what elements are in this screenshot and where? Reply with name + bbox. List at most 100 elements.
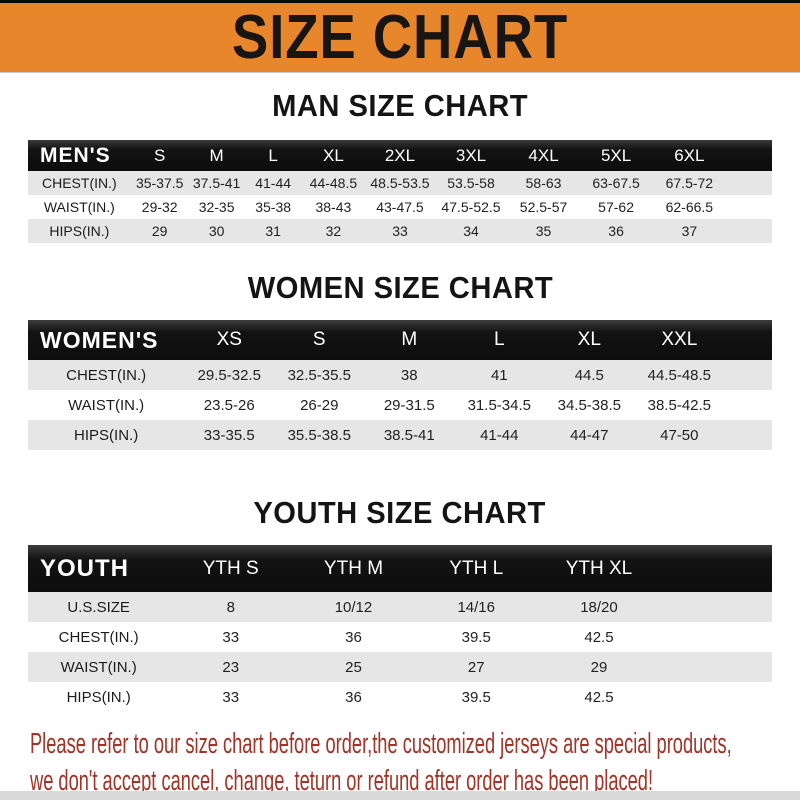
- col-header: YTH M: [292, 545, 415, 592]
- row-label: WAIST(IN.): [68, 396, 145, 414]
- size-value: 29: [151, 223, 168, 239]
- size-value: 62-66.5: [665, 199, 714, 215]
- table-row: WAIST(IN.) 23 25 27 29: [28, 652, 772, 682]
- size-value: 57-62: [598, 199, 634, 215]
- size-value-filler: [660, 622, 772, 652]
- col-header: S: [130, 140, 189, 171]
- size-value-filler: [724, 390, 772, 420]
- size-value: 36: [345, 688, 362, 706]
- size-value-filler: [727, 195, 772, 219]
- col-header-filler: [660, 545, 772, 592]
- table-row: WAIST(IN.) 23.5-26 26-29 29-31.5 31.5-34…: [28, 390, 772, 420]
- col-header: L: [454, 320, 545, 360]
- row-label: CHEST(IN.): [66, 366, 147, 384]
- table-row: U.S.SIZE 8 10/12 14/16 18/20: [28, 592, 772, 622]
- col-header-filler: [726, 140, 772, 171]
- women-size-table: WOMEN'S XS S M L XL XXL CHEST(IN.) 29.5-…: [28, 320, 772, 450]
- size-value: 8: [226, 598, 235, 616]
- row-label: WAIST(IN.): [60, 658, 137, 676]
- col-header: L: [244, 140, 302, 171]
- size-value: 44.5-48.5: [647, 366, 712, 384]
- size-value: 18/20: [580, 598, 618, 616]
- size-value: 29.5-32.5: [197, 366, 261, 384]
- size-value-filler: [724, 420, 772, 450]
- col-header: XL: [544, 320, 635, 360]
- size-value: 33-35.5: [203, 426, 255, 444]
- size-value: 29-32: [141, 199, 178, 215]
- size-value: 39.5: [461, 688, 491, 706]
- women-corner-label: WOMEN'S: [28, 320, 185, 360]
- col-header: 6XL: [652, 140, 727, 171]
- size-value: 38.5-41: [383, 426, 435, 444]
- col-header: 5XL: [580, 140, 653, 171]
- size-value: 26-29: [300, 396, 339, 414]
- size-value: 41: [490, 366, 508, 384]
- size-value: 27: [467, 658, 485, 676]
- row-label: HIPS(IN.): [49, 223, 110, 239]
- size-value: 31.5-34.5: [467, 396, 531, 414]
- size-value-filler: [660, 652, 772, 682]
- size-value: 32-35: [198, 199, 235, 215]
- table-row: CHEST(IN.) 33 36 39.5 42.5: [28, 622, 772, 652]
- size-value: 25: [345, 658, 362, 676]
- size-value-filler: [660, 682, 772, 712]
- row-label: CHEST(IN.): [58, 628, 139, 646]
- size-value: 47.5-52.5: [441, 199, 501, 215]
- size-chart-banner: SIZE CHART: [0, 0, 800, 72]
- size-value: 47-50: [660, 426, 699, 444]
- size-value: 44-47: [570, 426, 609, 444]
- table-row: CHEST(IN.) 29.5-32.5 32.5-35.5 38 41 44.…: [28, 360, 772, 390]
- men-corner-label: MEN'S: [28, 140, 131, 171]
- size-value: 41-44: [255, 175, 292, 191]
- size-value: 37: [681, 223, 698, 239]
- size-value: 35: [535, 223, 552, 239]
- size-value: 67.5-72: [665, 175, 714, 191]
- col-header: 3XL: [434, 140, 508, 171]
- size-value: 44.5: [574, 366, 604, 384]
- size-value: 41-44: [480, 426, 519, 444]
- size-value: 63-67.5: [592, 175, 640, 191]
- col-header: YTH L: [414, 545, 538, 592]
- size-value: 36: [345, 628, 362, 646]
- size-value: 48.5-53.5: [370, 175, 430, 191]
- size-value: 43-47.5: [376, 199, 424, 215]
- col-header: YTH XL: [537, 545, 661, 592]
- youth-corner-label: YOUTH: [28, 545, 170, 592]
- size-value: 38.5-42.5: [647, 396, 712, 414]
- size-value: 23: [222, 658, 240, 676]
- col-header-filler: [724, 320, 772, 360]
- size-value: 53.5-58: [447, 175, 495, 191]
- disclaimer-line-1: Please refer to our size chart before or…: [30, 728, 732, 760]
- size-value: 23.5-26: [203, 396, 255, 414]
- size-value: 32.5-35.5: [287, 366, 351, 384]
- size-value: 37.5-41: [192, 175, 241, 191]
- size-value: 30: [208, 223, 225, 239]
- size-value: 33: [392, 223, 408, 239]
- table-row: HIPS(IN.) 29 30 31 32 33 34 35 36 37: [28, 219, 772, 243]
- size-value: 34: [463, 223, 479, 239]
- women-section-heading: WOMEN SIZE CHART: [0, 270, 800, 306]
- size-value-filler: [727, 171, 772, 195]
- men-header-row: MEN'S S M L XL 2XL 3XL 4XL 5XL 6XL: [28, 140, 772, 171]
- col-header: S: [274, 320, 365, 360]
- bottom-edge-strip: [0, 791, 800, 800]
- size-value: 42.5: [584, 628, 614, 646]
- size-value: 42.5: [584, 688, 614, 706]
- size-value: 33: [222, 688, 240, 706]
- size-value: 29-31.5: [383, 396, 435, 414]
- women-section-heading-text: WOMEN SIZE CHART: [247, 270, 553, 305]
- size-value: 38: [400, 366, 418, 384]
- size-value: 10/12: [334, 598, 373, 616]
- youth-header-row: YOUTH YTH S YTH M YTH L YTH XL: [28, 545, 772, 592]
- table-row: CHEST(IN.) 35-37.5 37.5-41 41-44 44-48.5…: [28, 171, 772, 195]
- size-value: 29: [590, 658, 608, 676]
- col-header: M: [364, 320, 455, 360]
- row-label: U.S.SIZE: [67, 598, 130, 616]
- size-value-filler: [724, 360, 772, 390]
- size-value: 52.5-57: [519, 199, 568, 215]
- size-value: 33: [222, 628, 240, 646]
- size-value: 58-63: [525, 175, 562, 191]
- women-header-row: WOMEN'S XS S M L XL XXL: [28, 320, 772, 360]
- size-value: 44-48.5: [309, 175, 358, 191]
- col-header: YTH S: [169, 545, 293, 592]
